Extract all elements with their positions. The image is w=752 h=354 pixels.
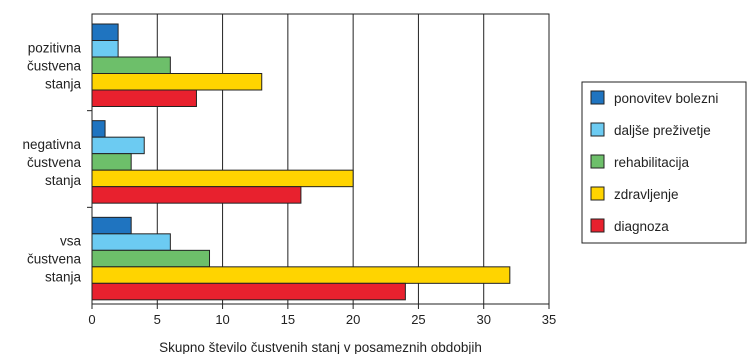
category-label: čustvena	[27, 252, 82, 267]
bar-rehabilitacija-0	[91, 56, 171, 74]
plot-frame	[91, 13, 550, 305]
category-label: čustvena	[27, 155, 82, 170]
x-tick-label: 25	[411, 312, 425, 327]
bar-zdravljenje-1	[91, 169, 354, 188]
legend-label: diagnoza	[614, 219, 669, 234]
legend-label: ponovitev bolezni	[614, 91, 718, 106]
x-tick-label: 20	[346, 312, 360, 327]
bar-zdravljenje-2	[91, 266, 511, 284]
x-tick-label: 15	[281, 312, 295, 327]
x-tick-label: 30	[476, 312, 490, 327]
category-label: stanja	[45, 270, 82, 285]
bar-diagnoza-0	[91, 89, 197, 107]
bar-daljše-preživetje-1	[91, 136, 145, 155]
legend-swatch	[590, 154, 605, 169]
category-label: čustvena	[27, 58, 82, 73]
bar-ponovitev-bolezni-0	[91, 23, 119, 41]
legend-swatch	[590, 90, 605, 105]
category-label: pozitivna	[28, 40, 82, 55]
legend-label: daljše preživetje	[614, 123, 711, 138]
x-tick-label: 10	[215, 312, 229, 327]
legend-swatch	[590, 122, 605, 137]
bars	[91, 23, 511, 301]
category-label: negativna	[22, 137, 81, 152]
x-tick-label: 0	[88, 312, 95, 327]
legend-label: zdravljenje	[614, 187, 679, 202]
x-tick-label: 35	[542, 312, 556, 327]
bar-daljše-preživetje-2	[91, 233, 171, 251]
x-axis-title: Skupno število čustvenih stanj v posamez…	[159, 340, 482, 354]
bar-zdravljenje-0	[91, 73, 263, 91]
x-tick-label: 5	[154, 312, 161, 327]
bar-daljše-preživetje-0	[91, 40, 119, 58]
category-labels: pozitivna čustvena stanja negativna čustvena…	[22, 40, 81, 284]
x-axis-ticks: 0 5 10 15 20 25 30 35	[87, 110, 556, 327]
legend-swatch	[590, 218, 605, 233]
category-label: stanja	[45, 173, 82, 188]
bar-diagnoza-1	[91, 186, 302, 204]
bar-ponovitev-bolezni-2	[91, 216, 132, 235]
category-label: stanja	[45, 76, 82, 91]
bar-diagnoza-2	[91, 282, 406, 301]
bar-ponovitev-bolezni-1	[91, 120, 106, 138]
legend-swatch	[590, 186, 605, 201]
legend-frame	[581, 81, 747, 244]
category-label: vsa	[60, 234, 82, 249]
legend-label: rehabilitacija	[614, 155, 690, 170]
bar-rehabilitacija-1	[91, 153, 132, 171]
bar-rehabilitacija-2	[91, 249, 211, 268]
legend: ponovitev bolezni daljše preživetje rehabi…	[581, 81, 747, 244]
